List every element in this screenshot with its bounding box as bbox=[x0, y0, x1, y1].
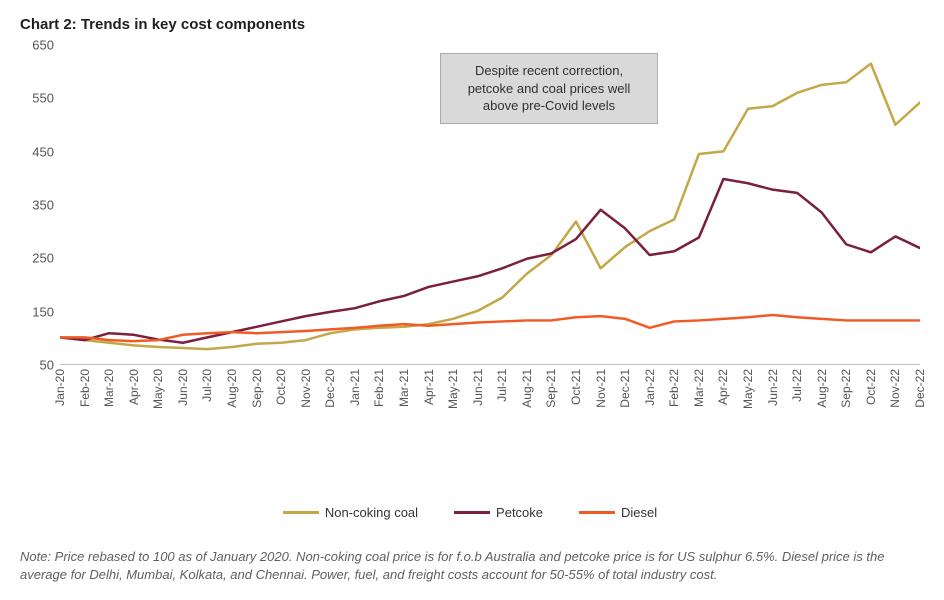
x-tick-label: Oct-21 bbox=[569, 369, 583, 405]
legend-label: Petcoke bbox=[496, 505, 543, 520]
x-tick-label: Apr-20 bbox=[127, 369, 141, 405]
legend-swatch bbox=[454, 511, 490, 514]
legend-swatch bbox=[579, 511, 615, 514]
x-tick-label: Apr-22 bbox=[716, 369, 730, 405]
x-tick-label: Jul-22 bbox=[790, 369, 804, 402]
annotation-box: Despite recent correction, petcoke and c… bbox=[440, 53, 658, 124]
x-tick-label: Jun-20 bbox=[176, 369, 190, 406]
x-tick-label: Nov-22 bbox=[888, 369, 902, 408]
x-tick-label: Dec-20 bbox=[323, 369, 337, 408]
chart-note: Note: Price rebased to 100 as of January… bbox=[20, 548, 920, 584]
plot-region: Despite recent correction, petcoke and c… bbox=[60, 45, 920, 365]
y-tick-label: 150 bbox=[32, 304, 54, 319]
x-tick-label: Jun-21 bbox=[471, 369, 485, 406]
x-tick-label: Aug-21 bbox=[520, 369, 534, 408]
x-tick-label: Jan-22 bbox=[643, 369, 657, 406]
x-tick-label: Mar-20 bbox=[102, 369, 116, 407]
y-tick-label: 650 bbox=[32, 38, 54, 53]
legend: Non-coking coal Petcoke Diesel bbox=[20, 505, 920, 520]
x-tick-label: Dec-22 bbox=[913, 369, 927, 408]
x-tick-label: Jul-21 bbox=[495, 369, 509, 402]
x-tick-label: Sep-21 bbox=[544, 369, 558, 408]
legend-item: Diesel bbox=[579, 505, 657, 520]
x-tick-label: Dec-21 bbox=[618, 369, 632, 408]
x-tick-label: Feb-21 bbox=[372, 369, 386, 407]
x-tick-label: Mar-22 bbox=[692, 369, 706, 407]
legend-item: Petcoke bbox=[454, 505, 543, 520]
series-line bbox=[60, 315, 920, 341]
x-tick-label: Nov-21 bbox=[594, 369, 608, 408]
x-tick-label: May-22 bbox=[741, 369, 755, 409]
legend-swatch bbox=[283, 511, 319, 514]
x-tick-label: Feb-22 bbox=[667, 369, 681, 407]
y-tick-label: 350 bbox=[32, 198, 54, 213]
x-tick-label: May-20 bbox=[151, 369, 165, 409]
x-tick-label: Jan-21 bbox=[348, 369, 362, 406]
x-tick-label: Oct-20 bbox=[274, 369, 288, 405]
legend-item: Non-coking coal bbox=[283, 505, 418, 520]
y-axis: 50150250350450550650 bbox=[20, 45, 60, 365]
x-axis: Jan-20Feb-20Mar-20Apr-20May-20Jun-20Jul-… bbox=[60, 365, 920, 435]
x-tick-label: Sep-20 bbox=[250, 369, 264, 408]
x-tick-label: Apr-21 bbox=[422, 369, 436, 405]
legend-label: Non-coking coal bbox=[325, 505, 418, 520]
y-tick-label: 550 bbox=[32, 91, 54, 106]
y-tick-label: 450 bbox=[32, 144, 54, 159]
x-tick-label: Aug-22 bbox=[815, 369, 829, 408]
x-tick-label: Oct-22 bbox=[864, 369, 878, 405]
series-line bbox=[60, 179, 920, 343]
x-tick-label: Nov-20 bbox=[299, 369, 313, 408]
x-tick-label: Jun-22 bbox=[766, 369, 780, 406]
x-tick-label: Aug-20 bbox=[225, 369, 239, 408]
y-tick-label: 250 bbox=[32, 251, 54, 266]
legend-label: Diesel bbox=[621, 505, 657, 520]
x-tick-label: Mar-21 bbox=[397, 369, 411, 407]
chart-area: 50150250350450550650 Despite recent corr… bbox=[20, 45, 920, 425]
y-tick-label: 50 bbox=[40, 358, 54, 373]
x-tick-label: May-21 bbox=[446, 369, 460, 409]
x-tick-label: Jan-20 bbox=[53, 369, 67, 406]
x-tick-label: Sep-22 bbox=[839, 369, 853, 408]
x-tick-label: Jul-20 bbox=[200, 369, 214, 402]
x-tick-label: Feb-20 bbox=[78, 369, 92, 407]
chart-title: Chart 2: Trends in key cost components bbox=[20, 16, 924, 33]
